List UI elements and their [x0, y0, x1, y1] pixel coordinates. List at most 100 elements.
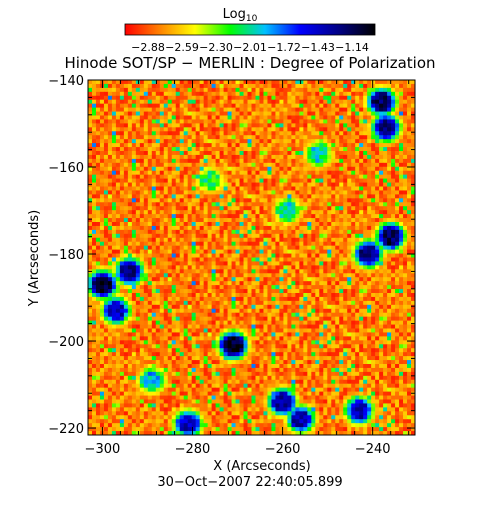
- heatmap-cell: [199, 308, 205, 314]
- heatmap-cell: [143, 293, 149, 298]
- heatmap-cell: [191, 269, 197, 274]
- heatmap-cell: [135, 206, 141, 211]
- heatmap-cell: [379, 87, 384, 93]
- heatmap-cell: [355, 289, 360, 294]
- heatmap-cell: [375, 131, 380, 136]
- heatmap-cell: [163, 178, 169, 183]
- heatmap-cell: [295, 304, 300, 310]
- heatmap-cell: [91, 95, 97, 101]
- heatmap-cell: [395, 103, 400, 109]
- heatmap-cell: [235, 312, 240, 318]
- heatmap-cell: [179, 269, 185, 274]
- heatmap-cell: [247, 190, 252, 195]
- heatmap-cell: [235, 151, 240, 156]
- heatmap-cell: [175, 143, 181, 148]
- heatmap-cell: [135, 245, 141, 251]
- heatmap-cell: [251, 139, 256, 144]
- heatmap-cell: [287, 300, 292, 306]
- heatmap-cell: [115, 281, 121, 286]
- heatmap-cell: [203, 107, 209, 112]
- heatmap-cell: [88, 304, 93, 310]
- heatmap-cell: [183, 289, 189, 294]
- heatmap-cell: [255, 154, 260, 160]
- heatmap-cell: [387, 237, 392, 243]
- heatmap-cell: [287, 281, 292, 286]
- heatmap-cell: [203, 312, 209, 318]
- heatmap-cell: [123, 214, 129, 219]
- heatmap-cell: [379, 139, 384, 144]
- heatmap-cell: [223, 83, 228, 89]
- heatmap-cell: [111, 127, 117, 132]
- heatmap-cell: [147, 293, 153, 298]
- heatmap-cell: [215, 103, 220, 109]
- heatmap-cell: [267, 151, 272, 156]
- heatmap-cell: [147, 198, 153, 203]
- heatmap-cell: [335, 135, 340, 140]
- heatmap-cell: [275, 265, 280, 270]
- heatmap-cell: [303, 131, 308, 136]
- heatmap-cell: [339, 269, 344, 274]
- heatmap-cell: [339, 198, 344, 203]
- heatmap-cell: [251, 281, 256, 286]
- heatmap-cell: [195, 277, 201, 282]
- heatmap-cell: [311, 119, 316, 124]
- heatmap-cell: [99, 214, 105, 219]
- heatmap-cell: [391, 293, 396, 298]
- heatmap-cell: [231, 111, 236, 116]
- heatmap-cell: [175, 281, 181, 286]
- heatmap-cell: [147, 214, 153, 219]
- heatmap-cell: [271, 154, 276, 160]
- heatmap-cell: [107, 186, 113, 191]
- heatmap-cell: [259, 202, 264, 207]
- heatmap-cell: [363, 257, 368, 262]
- heatmap-cell: [191, 265, 197, 270]
- heatmap-cell: [379, 222, 384, 227]
- heatmap-cell: [395, 261, 400, 266]
- heatmap-cell: [275, 190, 280, 195]
- heatmap-cell: [123, 162, 129, 168]
- heatmap-cell: [299, 210, 304, 215]
- heatmap-cell: [375, 139, 380, 144]
- heatmap-cell: [251, 293, 256, 298]
- heatmap-cell: [331, 162, 336, 168]
- heatmap-cell: [159, 261, 165, 266]
- heatmap-cell: [259, 127, 264, 132]
- colorbar-tick-label: −2.59: [165, 41, 199, 54]
- heatmap-cell: [371, 281, 376, 286]
- heatmap-cell: [88, 107, 93, 112]
- heatmap-cell: [279, 233, 284, 239]
- heatmap-cell: [195, 261, 201, 266]
- heatmap-cell: [191, 131, 197, 136]
- heatmap-cell: [335, 103, 340, 109]
- heatmap-cell: [147, 202, 153, 207]
- heatmap-cell: [343, 257, 348, 262]
- heatmap-cell: [115, 80, 121, 85]
- heatmap-cell: [379, 123, 384, 128]
- heatmap-cell: [243, 273, 248, 278]
- heatmap-cell: [183, 115, 189, 120]
- heatmap-cell: [363, 111, 368, 116]
- heatmap-cell: [179, 139, 185, 144]
- heatmap-cell: [227, 182, 232, 187]
- heatmap-cell: [399, 127, 404, 132]
- heatmap-cell: [223, 186, 228, 191]
- heatmap-cell: [151, 237, 157, 243]
- heatmap-cell: [391, 91, 396, 97]
- heatmap-cell: [227, 99, 232, 105]
- heatmap-cell: [283, 245, 288, 251]
- heatmap-cell: [259, 261, 264, 266]
- heatmap-cell: [251, 80, 256, 85]
- heatmap-cell: [199, 304, 205, 310]
- heatmap-cell: [391, 261, 396, 266]
- heatmap-cell: [343, 269, 348, 274]
- heatmap-cell: [163, 293, 169, 298]
- heatmap-cell: [151, 154, 157, 160]
- heatmap-cell: [323, 233, 328, 239]
- heatmap-cell: [131, 202, 137, 207]
- heatmap-cell: [411, 143, 415, 148]
- heatmap-cell: [91, 147, 97, 152]
- heatmap-cell: [143, 229, 149, 235]
- heatmap-cell: [155, 198, 161, 203]
- heatmap-cell: [195, 178, 201, 183]
- heatmap-cell: [295, 83, 300, 89]
